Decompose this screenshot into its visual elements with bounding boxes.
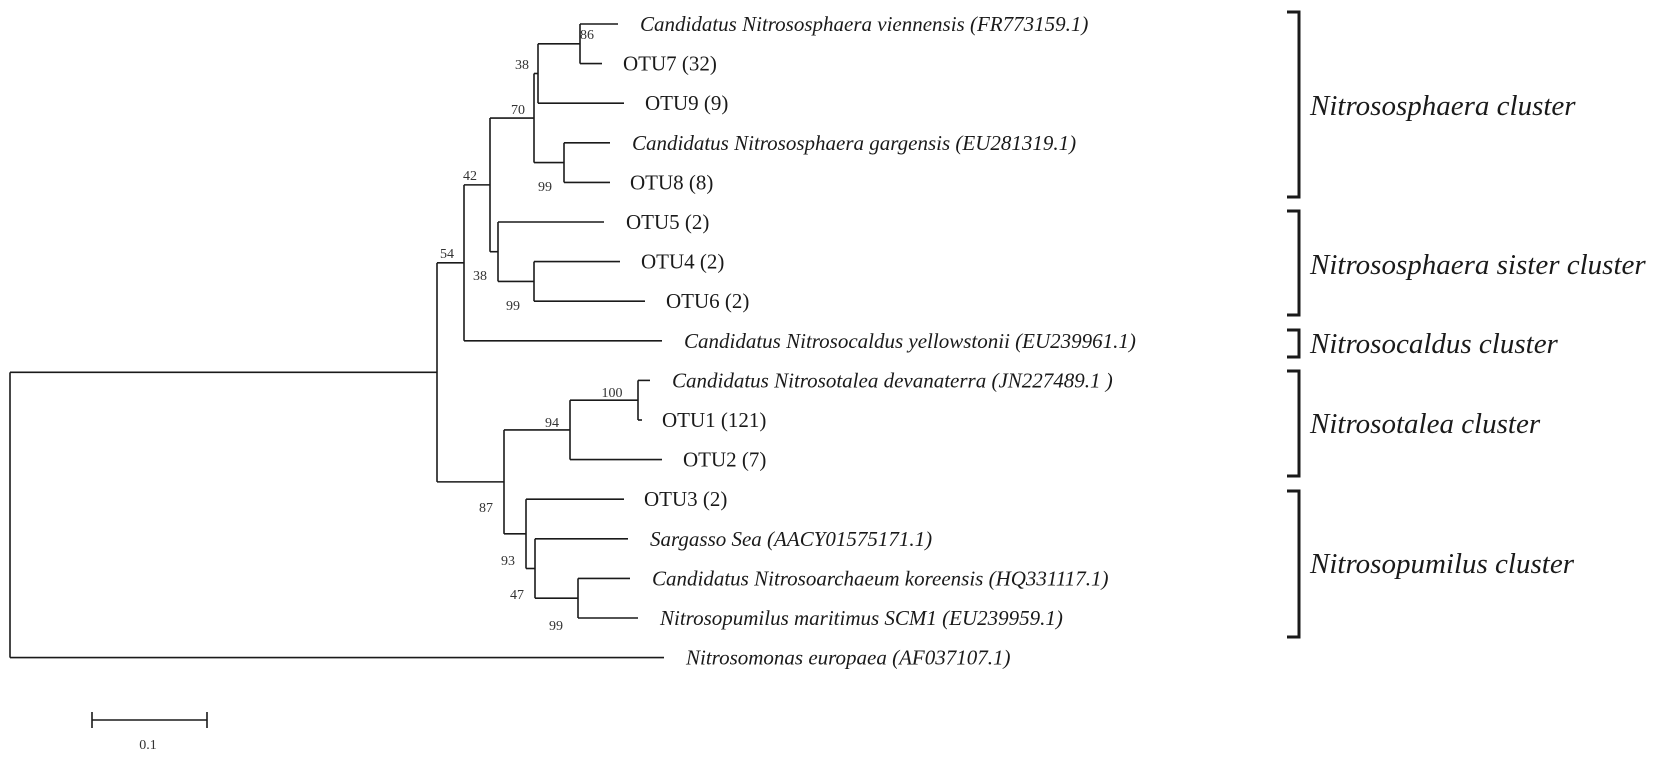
bootstrap-koreensis-maritimus: 99	[549, 619, 563, 634]
bootstrap-labels: 86 38 70 42 99 99 38 54 100 94 87 93 47 99	[440, 28, 623, 634]
bootstrap-nitrosotalea-nitrosopumilus: 87	[479, 501, 493, 516]
bootstrap-nitrososphaera-core: 70	[511, 103, 525, 118]
bracket-nitrososphaera	[1287, 10, 1301, 199]
bootstrap-otu5-group: 38	[473, 269, 487, 284]
cluster-label-nitrososphaera-sister: Nitrososphaera sister cluster	[1309, 249, 1646, 281]
bootstrap-sargasso-group: 47	[510, 588, 524, 603]
leaf-label-otu6: OTU6 (2)	[666, 289, 749, 313]
leaf-label-otu1: OTU1 (121)	[662, 408, 766, 432]
bracket-nitrososphaera-sister	[1287, 209, 1301, 317]
bootstrap-gargensis-otu8: 99	[538, 180, 552, 195]
leaf-label-otu7: OTU7 (32)	[623, 52, 717, 76]
bootstrap-otu4-otu6: 99	[506, 299, 520, 314]
bracket-nitrosopumilus	[1287, 489, 1301, 639]
cluster-label-nitrosopumilus: Nitrosopumilus cluster	[1309, 548, 1575, 580]
cluster-label-nitrosocaldus: Nitrosocaldus cluster	[1309, 328, 1559, 360]
leaf-label-koreensis: Candidatus Nitrosoarchaeum koreensis (HQ…	[652, 566, 1109, 590]
scale-bar: 0.1	[91, 712, 208, 753]
bootstrap-nitrososphaera-all: 42	[463, 169, 477, 184]
bootstrap-viennensis-otu7: 86	[580, 28, 594, 43]
bootstrap-otu7-otu9-group: 38	[515, 58, 529, 73]
leaf-labels: Candidatus Nitrososphaera viennensis (FR…	[623, 12, 1136, 670]
leaf-label-yellowstonii: Candidatus Nitrosocaldus yellowstonii (E…	[684, 329, 1136, 353]
leaf-label-devanaterra: Candidatus Nitrosotalea devanaterra (JN2…	[672, 368, 1113, 392]
tree-branches	[9, 23, 664, 659]
bracket-nitrosocaldus	[1287, 328, 1301, 359]
leaf-label-otu9: OTU9 (9)	[645, 91, 728, 115]
leaf-label-viennensis: Candidatus Nitrososphaera viennensis (FR…	[640, 12, 1088, 36]
bootstrap-nitrosopumilus: 93	[501, 554, 515, 569]
scale-bar-label: 0.1	[139, 738, 157, 753]
bootstrap-archaea: 54	[440, 247, 454, 262]
cluster-label-nitrosotalea: Nitrosotalea cluster	[1309, 408, 1541, 440]
leaf-label-otu4: OTU4 (2)	[641, 250, 724, 274]
cluster-brackets: Nitrososphaera cluster Nitrososphaera sis…	[1287, 10, 1646, 639]
leaf-label-maritimus: Nitrosopumilus maritimus SCM1 (EU239959.…	[659, 606, 1063, 630]
leaf-label-europaea: Nitrosomonas europaea (AF037107.1)	[685, 646, 1011, 670]
leaf-label-otu5: OTU5 (2)	[626, 210, 709, 234]
bootstrap-devanaterra-otu1: 100	[602, 386, 623, 401]
leaf-label-otu8: OTU8 (8)	[630, 170, 713, 194]
leaf-label-sargasso: Sargasso Sea (AACY01575171.1)	[650, 527, 932, 551]
bracket-nitrosotalea	[1287, 369, 1301, 478]
leaf-label-otu3: OTU3 (2)	[644, 487, 727, 511]
bootstrap-nitrosotalea: 94	[545, 416, 559, 431]
leaf-label-gargensis: Candidatus Nitrososphaera gargensis (EU2…	[632, 131, 1076, 155]
cluster-label-nitrososphaera: Nitrososphaera cluster	[1309, 90, 1576, 122]
leaf-label-otu2: OTU2 (7)	[683, 448, 766, 472]
